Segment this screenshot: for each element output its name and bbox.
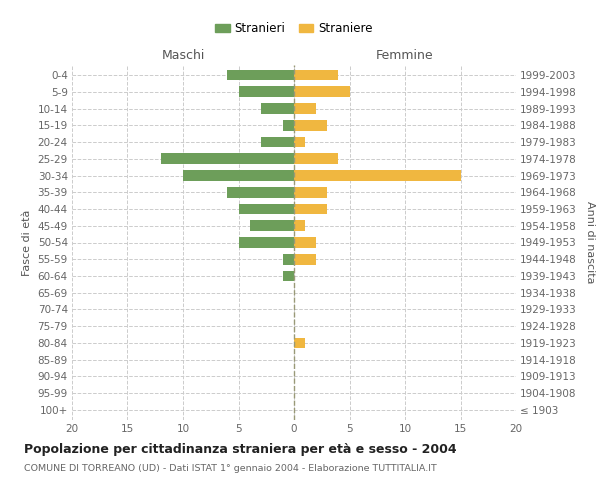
Bar <box>294 237 316 248</box>
Bar <box>294 120 328 130</box>
Bar <box>227 70 294 80</box>
Bar <box>283 270 294 281</box>
Bar <box>239 237 294 248</box>
Bar <box>283 254 294 264</box>
Legend: Stranieri, Straniere: Stranieri, Straniere <box>211 18 377 40</box>
Bar <box>294 70 338 80</box>
Bar <box>294 204 328 214</box>
Text: COMUNE DI TORREANO (UD) - Dati ISTAT 1° gennaio 2004 - Elaborazione TUTTITALIA.I: COMUNE DI TORREANO (UD) - Dati ISTAT 1° … <box>24 464 437 473</box>
Bar <box>250 220 294 231</box>
Bar <box>239 86 294 97</box>
Bar <box>283 120 294 130</box>
Bar <box>183 170 294 181</box>
Text: Maschi: Maschi <box>161 50 205 62</box>
Y-axis label: Anni di nascita: Anni di nascita <box>585 201 595 284</box>
Bar <box>294 254 316 264</box>
Bar <box>260 103 294 114</box>
Bar <box>294 170 461 181</box>
Bar <box>260 136 294 147</box>
Bar <box>294 86 349 97</box>
Text: Popolazione per cittadinanza straniera per età e sesso - 2004: Popolazione per cittadinanza straniera p… <box>24 442 457 456</box>
Bar <box>227 187 294 198</box>
Y-axis label: Fasce di età: Fasce di età <box>22 210 32 276</box>
Bar <box>161 154 294 164</box>
Bar <box>294 103 316 114</box>
Bar <box>294 338 305 348</box>
Bar <box>294 154 338 164</box>
Bar <box>294 136 305 147</box>
Bar <box>294 187 328 198</box>
Bar <box>239 204 294 214</box>
Text: Femmine: Femmine <box>376 50 434 62</box>
Bar <box>294 220 305 231</box>
